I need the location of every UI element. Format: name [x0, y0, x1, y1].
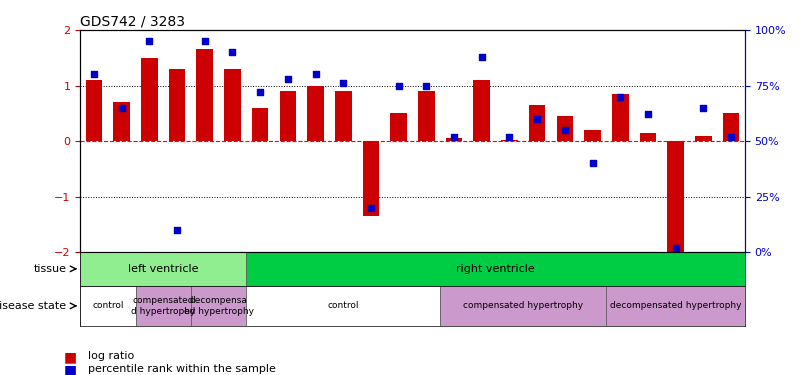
Bar [557, 116, 574, 141]
Point [171, 227, 183, 233]
Point [697, 105, 710, 111]
Text: compensated hypertrophy: compensated hypertrophy [463, 302, 583, 310]
Bar [640, 133, 656, 141]
Bar [363, 141, 380, 216]
Bar [280, 91, 296, 141]
Text: ■: ■ [64, 364, 77, 375]
Text: right ventricle: right ventricle [457, 264, 535, 274]
FancyBboxPatch shape [441, 285, 606, 326]
Point [558, 127, 571, 133]
Bar [695, 135, 711, 141]
FancyBboxPatch shape [606, 285, 745, 326]
Text: log ratio: log ratio [88, 351, 135, 361]
Text: compensated
d hypertrophy: compensated d hypertrophy [131, 296, 195, 316]
Point [586, 160, 599, 166]
Point [420, 82, 433, 88]
Text: disease state: disease state [0, 301, 66, 311]
FancyBboxPatch shape [191, 285, 247, 326]
Text: ■: ■ [64, 351, 77, 364]
Text: decompensa
ed hypertrophy: decompensa ed hypertrophy [183, 296, 254, 316]
Text: control: control [328, 302, 359, 310]
Bar [529, 105, 545, 141]
Text: decompensated hypertrophy: decompensated hypertrophy [610, 302, 742, 310]
Point [309, 71, 322, 78]
Bar [584, 130, 601, 141]
Point [115, 105, 128, 111]
Bar [86, 80, 103, 141]
Point [725, 134, 738, 140]
Bar [445, 138, 462, 141]
Bar [723, 113, 739, 141]
Point [364, 205, 377, 211]
Text: GDS742 / 3283: GDS742 / 3283 [80, 15, 185, 29]
Text: percentile rank within the sample: percentile rank within the sample [88, 364, 276, 374]
Point [531, 116, 544, 122]
Point [199, 38, 211, 44]
Text: tissue: tissue [34, 264, 66, 274]
Bar [473, 80, 490, 141]
Point [226, 49, 239, 55]
Bar [612, 94, 629, 141]
Bar [501, 140, 517, 141]
FancyBboxPatch shape [80, 285, 135, 326]
Bar [667, 141, 684, 252]
Bar [335, 91, 352, 141]
Bar [418, 91, 435, 141]
Text: left ventricle: left ventricle [128, 264, 199, 274]
Bar [308, 86, 324, 141]
Bar [196, 50, 213, 141]
Point [337, 80, 350, 86]
Bar [169, 69, 185, 141]
Bar [390, 113, 407, 141]
Bar [141, 58, 158, 141]
Bar [224, 69, 241, 141]
Point [670, 245, 682, 251]
Point [281, 76, 294, 82]
Point [448, 134, 461, 140]
Point [642, 111, 654, 117]
Point [503, 134, 516, 140]
Point [87, 71, 100, 78]
Point [614, 94, 626, 100]
FancyBboxPatch shape [135, 285, 191, 326]
Point [392, 82, 405, 88]
Point [143, 38, 155, 44]
Point [475, 54, 488, 60]
FancyBboxPatch shape [80, 252, 247, 285]
FancyBboxPatch shape [247, 252, 745, 285]
Bar [252, 108, 268, 141]
FancyBboxPatch shape [247, 285, 441, 326]
Point [254, 89, 267, 95]
Text: control: control [92, 302, 123, 310]
Bar [114, 102, 130, 141]
